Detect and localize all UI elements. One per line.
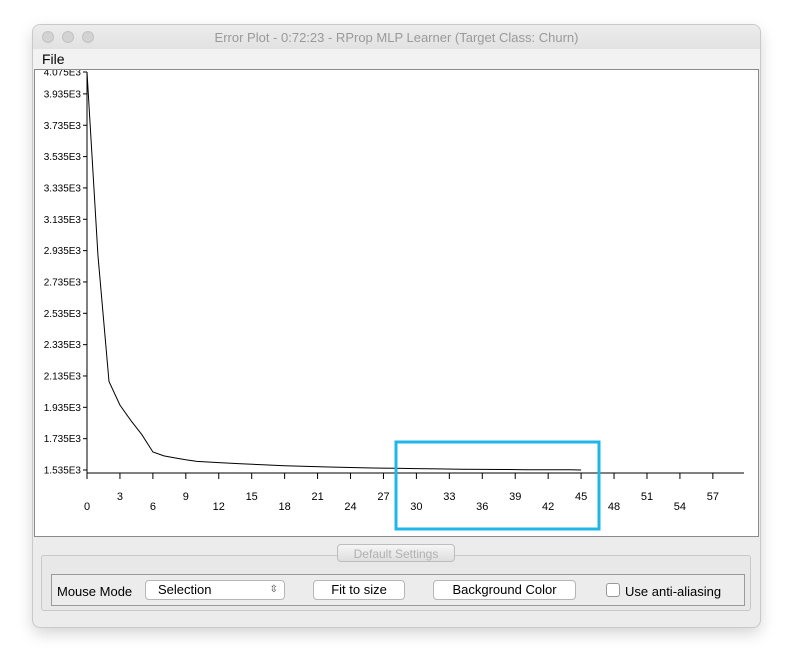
minimize-window-button[interactable] bbox=[62, 31, 74, 43]
error-plot-window: Error Plot - 0:72:23 - RProp MLP Learner… bbox=[33, 25, 760, 627]
x-tick-label: 21 bbox=[311, 491, 323, 503]
x-tick-label: 9 bbox=[183, 491, 189, 503]
menu-bar: File bbox=[33, 49, 760, 69]
mouse-mode-select[interactable]: Selection ⇳ bbox=[145, 580, 285, 600]
axis-ticks: 4.075E3 3.935E3 3.735E3 3.535E3 3.335E3 3.135… bbox=[44, 70, 719, 513]
x-tick-label: 15 bbox=[246, 491, 258, 503]
zoom-window-button[interactable] bbox=[82, 31, 94, 43]
x-tick-label: 6 bbox=[150, 501, 156, 513]
anti-aliasing-label: Use anti-aliasing bbox=[625, 584, 722, 599]
window-title: Error Plot - 0:72:23 - RProp MLP Learner… bbox=[214, 30, 579, 45]
y-tick-label: 2.735E3 bbox=[44, 277, 82, 288]
updown-chevron-icon: ⇳ bbox=[269, 584, 278, 595]
y-tick-label: 2.135E3 bbox=[44, 371, 82, 382]
x-tick-label: 27 bbox=[377, 491, 389, 503]
x-tick-label: 3 bbox=[117, 491, 123, 503]
x-tick-label: 12 bbox=[213, 501, 225, 513]
mouse-mode-value: Selection bbox=[158, 582, 212, 597]
x-tick-label: 33 bbox=[443, 491, 455, 503]
x-tick-label: 39 bbox=[509, 491, 521, 503]
y-tick-label: 3.535E3 bbox=[44, 152, 82, 163]
y-tick-label: 3.335E3 bbox=[44, 183, 82, 194]
title-bar[interactable]: Error Plot - 0:72:23 - RProp MLP Learner… bbox=[33, 25, 760, 50]
y-tick-label: 1.935E3 bbox=[44, 403, 82, 414]
anti-aliasing-checkbox[interactable] bbox=[606, 583, 620, 597]
fit-to-size-button[interactable]: Fit to size bbox=[313, 580, 405, 600]
mouse-mode-label: Mouse Mode bbox=[57, 584, 133, 599]
x-tick-label: 24 bbox=[344, 501, 356, 513]
x-tick-label: 51 bbox=[641, 491, 653, 503]
error-series-line bbox=[86, 71, 582, 471]
error-plot-area[interactable]: 4.075E3 3.935E3 3.735E3 3.535E3 3.335E3 3.135… bbox=[34, 69, 759, 537]
background-color-button[interactable]: Background Color bbox=[433, 580, 576, 600]
y-tick-label: 3.735E3 bbox=[44, 121, 82, 132]
close-window-button[interactable] bbox=[42, 31, 54, 43]
x-tick-label: 48 bbox=[608, 501, 620, 513]
y-tick-label: 3.135E3 bbox=[44, 215, 82, 226]
x-tick-label: 18 bbox=[279, 501, 291, 513]
x-tick-label: 42 bbox=[542, 501, 554, 513]
x-tick-label: 57 bbox=[707, 491, 719, 503]
y-tick-label: 3.935E3 bbox=[44, 89, 82, 100]
y-tick-label: 2.335E3 bbox=[44, 340, 82, 351]
y-tick-label: 2.935E3 bbox=[44, 246, 82, 257]
y-tick-label: 2.535E3 bbox=[44, 309, 82, 320]
default-settings-tab[interactable]: Default Settings bbox=[337, 544, 455, 562]
y-tick-label: 1.535E3 bbox=[44, 466, 82, 477]
menu-file[interactable]: File bbox=[42, 51, 65, 67]
plot-controls: Mouse Mode Selection ⇳ Fit to size Backg… bbox=[51, 574, 745, 606]
x-tick-label: 30 bbox=[410, 501, 422, 513]
x-tick-label: 36 bbox=[476, 501, 488, 513]
selection-rectangle[interactable] bbox=[394, 440, 601, 531]
x-tick-label: 0 bbox=[84, 501, 90, 513]
y-tick-label: 1.735E3 bbox=[44, 434, 82, 445]
error-plot-chart[interactable]: 4.075E3 3.935E3 3.735E3 3.535E3 3.335E3 3.135… bbox=[35, 70, 760, 538]
y-tick-label: 4.075E3 bbox=[44, 70, 82, 78]
x-tick-label: 54 bbox=[674, 501, 686, 513]
x-tick-label: 45 bbox=[575, 491, 587, 503]
